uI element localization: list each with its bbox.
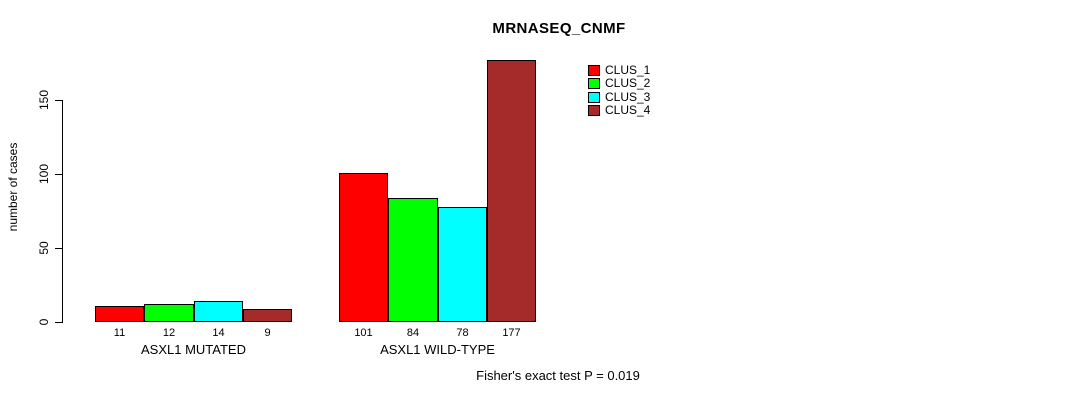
bar-CLUS_1 bbox=[339, 173, 388, 322]
y-tick-mark bbox=[55, 248, 62, 249]
bar-CLUS_2 bbox=[144, 304, 194, 322]
y-axis-label: number of cases bbox=[6, 142, 20, 232]
x-category-label: ASXL1 MUTATED bbox=[141, 342, 246, 357]
legend-row: CLUS_4 bbox=[588, 104, 650, 117]
legend-entry-label: CLUS_4 bbox=[605, 103, 651, 118]
bar-CLUS_2 bbox=[388, 198, 438, 322]
bar-value-label: 177 bbox=[502, 327, 521, 339]
annotation-fisher-test: Fisher's exact test P = 0.019 bbox=[476, 368, 640, 383]
y-tick-mark bbox=[55, 322, 62, 323]
bar-value-label: 9 bbox=[264, 327, 271, 339]
chart-title: MRNASEQ_CNMF bbox=[492, 20, 626, 37]
bar-value-label: 84 bbox=[406, 327, 420, 339]
y-tick-label: 0 bbox=[37, 318, 51, 326]
legend-entry-label: CLUS_2 bbox=[605, 76, 651, 91]
bar-CLUS_3 bbox=[194, 301, 243, 322]
bar-CLUS_3 bbox=[438, 207, 487, 322]
legend-row: CLUS_2 bbox=[588, 77, 650, 90]
y-tick-label: 50 bbox=[37, 241, 51, 255]
legend-entry-label: CLUS_3 bbox=[605, 89, 651, 104]
legend-swatch-CLUS_2 bbox=[588, 78, 600, 90]
legend-entry-label: CLUS_1 bbox=[605, 63, 651, 78]
y-tick-mark bbox=[55, 174, 62, 175]
y-axis bbox=[62, 100, 63, 323]
bar-value-label: 14 bbox=[212, 327, 225, 339]
legend-row: CLUS_1 bbox=[588, 64, 650, 77]
bar-value-label: 11 bbox=[113, 327, 126, 339]
legend-swatch-CLUS_1 bbox=[588, 65, 600, 77]
legend-row: CLUS_3 bbox=[588, 89, 651, 104]
bar-CLUS_1 bbox=[95, 306, 144, 322]
legend-swatch-CLUS_3 bbox=[588, 91, 600, 103]
legend: CLUS_1 CLUS_2 CLUS_3 CLUS_4 bbox=[588, 64, 650, 117]
bar-value-label: 101 bbox=[354, 327, 373, 339]
bar-value-label: 12 bbox=[162, 327, 176, 339]
bar-CLUS_4 bbox=[243, 309, 292, 322]
x-category-label: ASXL1 WILD-TYPE bbox=[380, 342, 495, 357]
y-tick-label: 100 bbox=[37, 163, 51, 185]
y-tick-label: 150 bbox=[37, 89, 51, 111]
y-tick-mark bbox=[55, 100, 62, 101]
legend-swatch-CLUS_4 bbox=[588, 105, 600, 117]
bar-CLUS_4 bbox=[487, 60, 536, 322]
bar-value-label: 78 bbox=[456, 327, 469, 339]
